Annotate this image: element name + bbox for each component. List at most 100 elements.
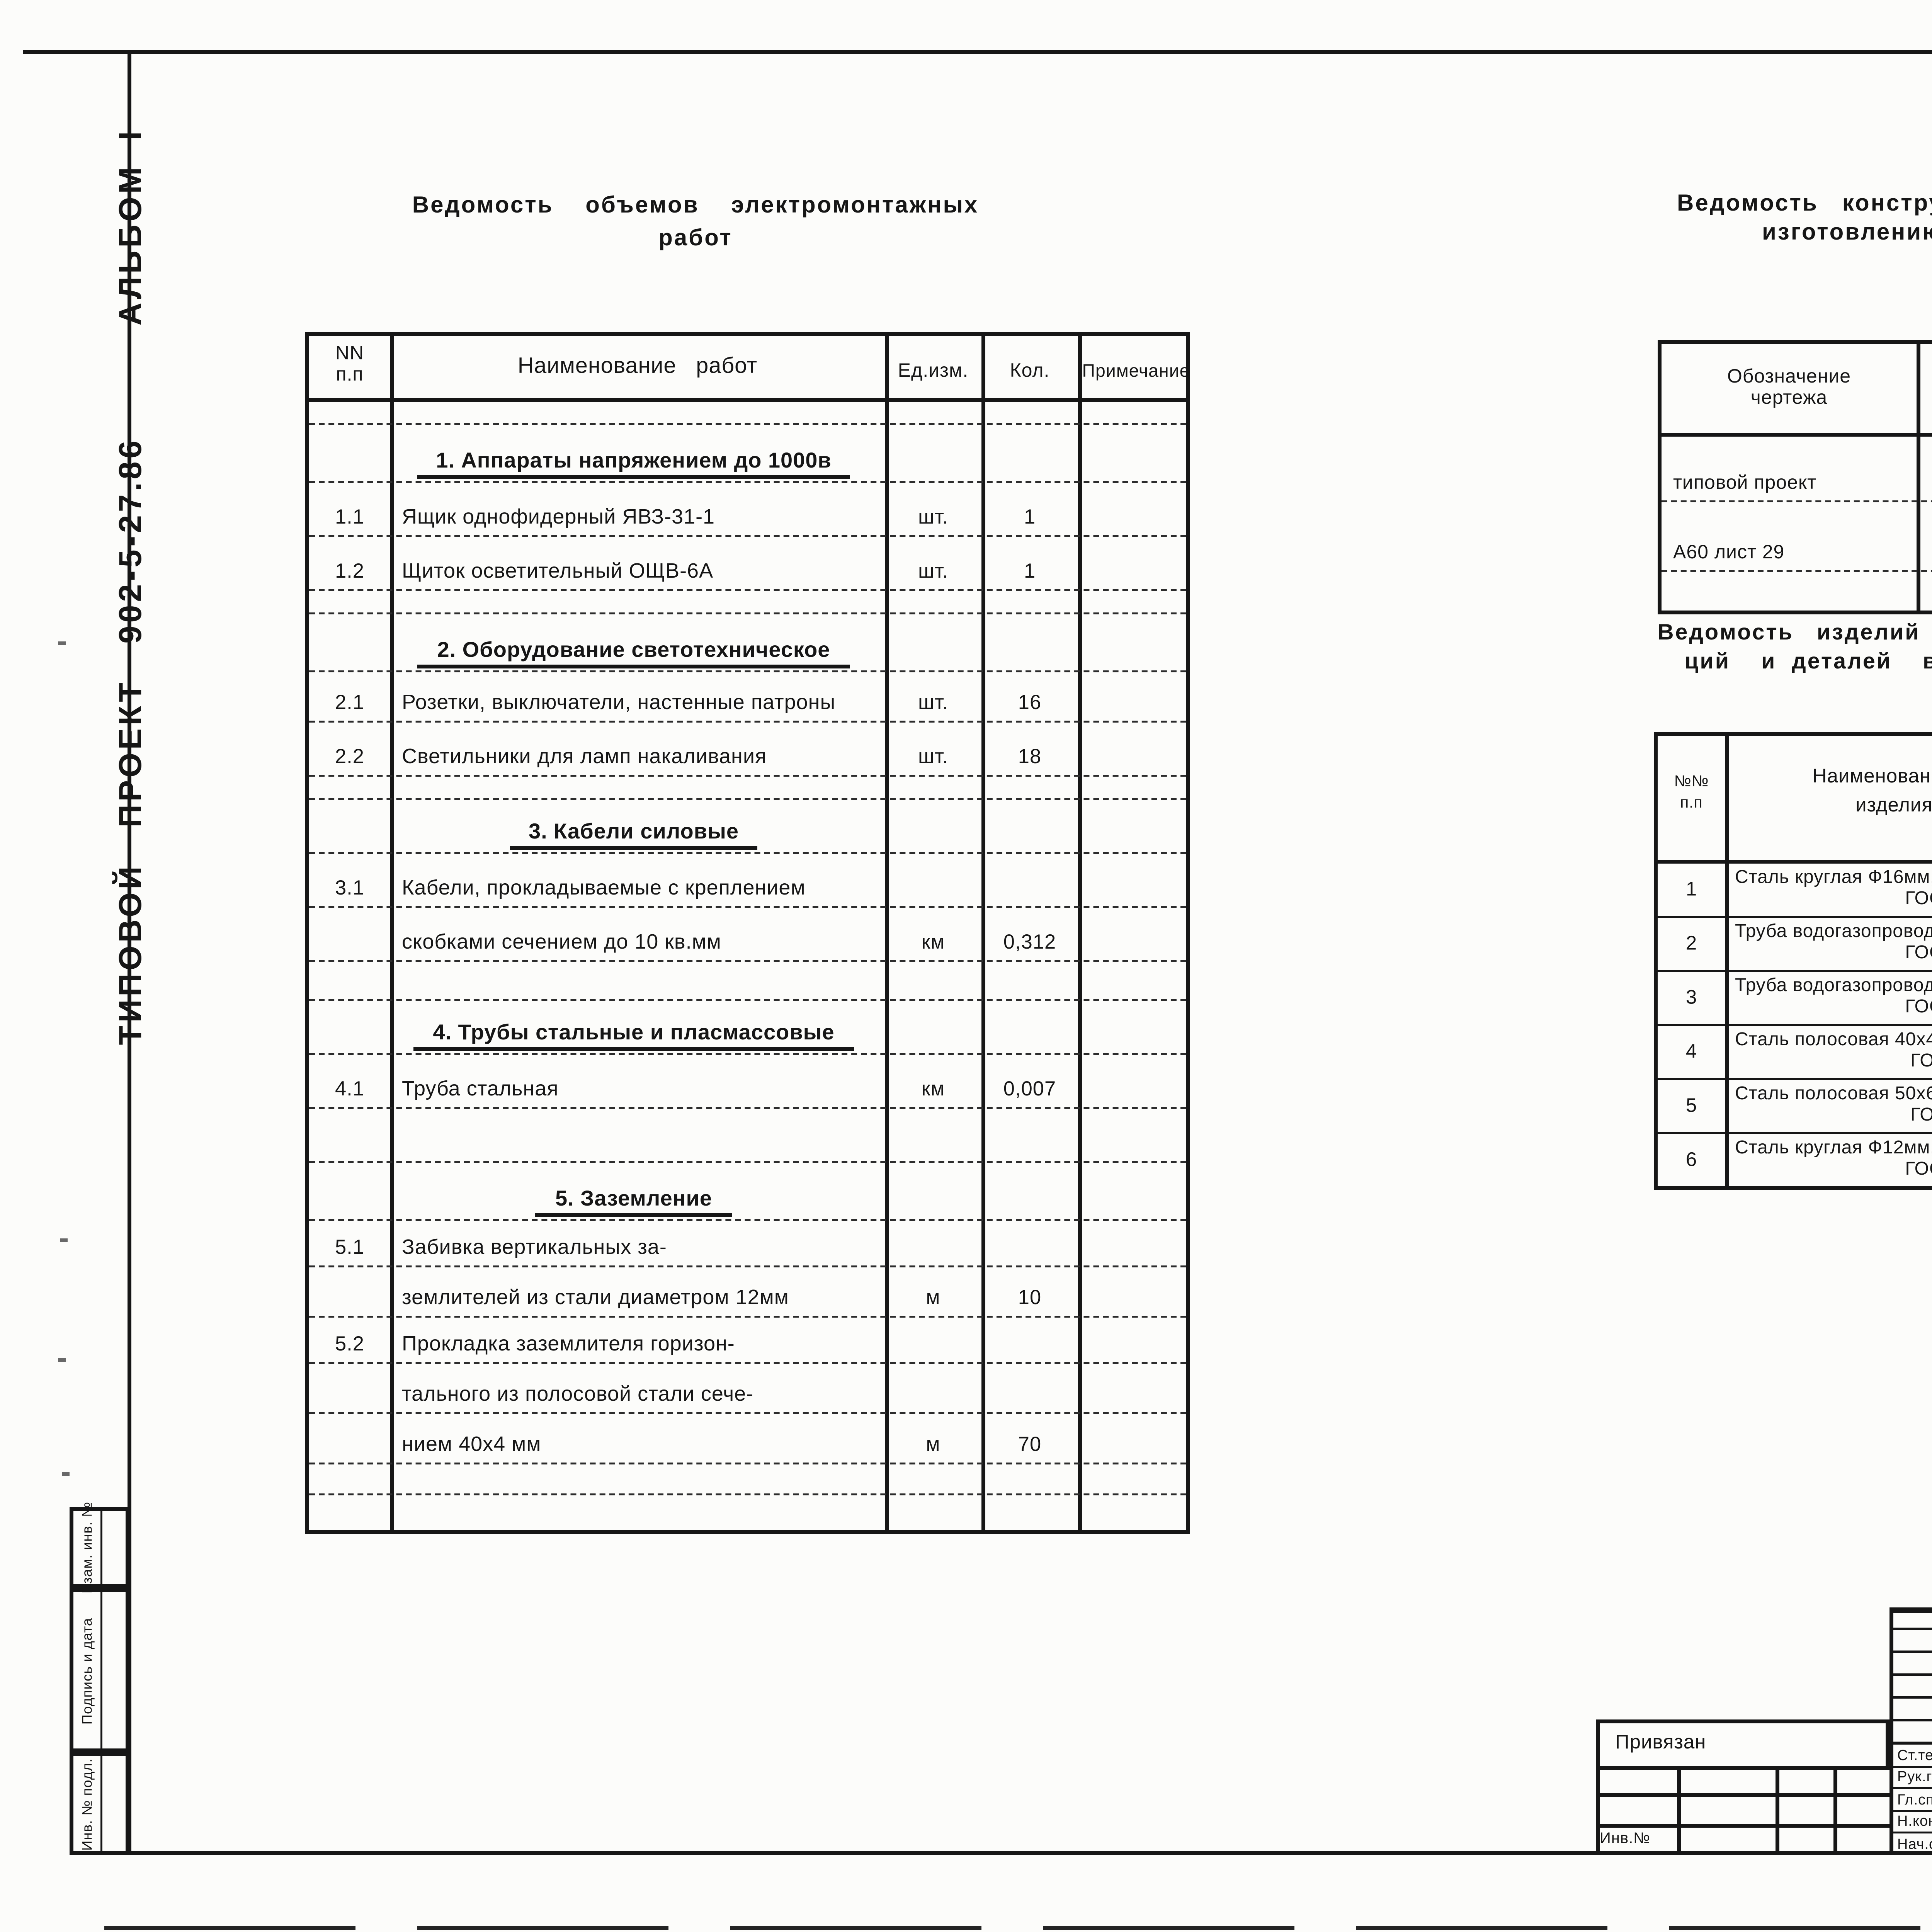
cell-num: 4 [1685,1041,1697,1063]
grid-divider [1677,1770,1680,1855]
cell-num: 5.2 [335,1333,364,1356]
cell-num: 5.1 [335,1236,364,1260]
signature-row: Н.контр.Некрасов [1893,1810,1932,1832]
cell-unit: км [921,1078,945,1101]
cell-name-line1: Труба водогазопроводная Ф50мм, [1735,976,1932,997]
materials-table-title-line1: Ведомость изделий и материалов для изгот… [1658,622,1920,645]
table-header-row: NN п.п Наименование работ Ед.изм. Кол. Пр… [309,336,1190,402]
column-divider [981,336,985,1530]
cell-qty: 18 [1018,746,1042,769]
electrical-works-table: NN п.п Наименование работ Ед.изм. Кол. Пр… [305,332,1190,1534]
cell-name: нием 40х4 мм [402,1434,541,1457]
titleblock-left-border [1889,1607,1893,1855]
cell-name: Забивка вертикальных за- [402,1236,667,1260]
table-row [1662,572,1932,614]
cell-name: тального из полосовой стали сече- [402,1383,754,1406]
cell-gost: ГОСТ 2590-71 [1905,1159,1932,1180]
bottom-fold-dashed-line [104,1926,1932,1930]
cell-name-line1: Сталь полосовая 50х6мм, [1735,1084,1932,1105]
column-divider [885,336,888,1530]
album-project-label: ТИПОВОЙ ПРОЕКТ 902-5-27.86 [114,437,149,1045]
cell-qty: 1 [1024,560,1036,583]
cell-name: землителей из стали диаметром 12мм [402,1287,789,1310]
section-row: 4. Трубы стальные и пласмассовые [309,1001,1186,1055]
cell-num: 3.1 [335,877,364,900]
header-drawing: Обозначение чертежа [1727,367,1851,410]
table-row: А60 лист 29 см2 [1662,502,1932,572]
role-label: Ст.техн. [1897,1745,1932,1763]
empty-row [309,777,1186,800]
cell-unit: шт. [918,746,948,769]
scan-speck [58,641,66,645]
cell-qty: 0,312 [1003,931,1056,954]
cell-num: 1 [1685,879,1697,900]
cell-name: скобками сечением до 10 кв.мм [402,931,721,954]
work-item-row: землителей из стали диаметром 12мм м 10 [309,1267,1186,1318]
table-row: типовой проект Стержневой молниеприемник… [1662,437,1932,502]
role-label: Гл.спец. [1897,1790,1932,1808]
cell-name-line1: Труба водогазопроводная Ф32мм, [1735,922,1932,943]
cell-qty: 10 [1018,1287,1042,1310]
section-title: 4. Трубы стальные и пласмассовые [413,1022,854,1051]
stamp-box-inv-podl: Инв. № подл. [70,1752,129,1855]
empty-row [309,1109,1186,1163]
cell-unit: шт. [918,692,948,715]
signature-rows: Ст.техн.БогомоловРук.гр.БуробинаГл.спец.… [1893,1743,1932,1855]
header-note: Примечание [1082,361,1190,381]
section-title: 5. Заземление [536,1188,732,1217]
column-divider [1917,344,1920,611]
header-num: NN п.п [335,344,364,386]
section-row: 5. Заземление [309,1163,1186,1221]
mez-table-title-line1: Ведомость конструкций и деталей, подлежа… [1677,189,1932,216]
header-num: №№ п.п [1674,773,1709,811]
signature-row: Ст.техн.Богомолов [1893,1743,1932,1765]
cell-name-line1: Сталь круглая Ф16мм, [1735,867,1932,889]
cell-gost: ГОСТ 3262-75 [1905,997,1932,1018]
stamp-label-cell: Взам. инв. № [73,1502,102,1594]
work-item-row: 1.1 Ящик однофидерный ЯВЗ-31-1 шт. 1 [309,483,1186,537]
page-frame [128,50,1932,1855]
section-title: 3. Кабели силовые [509,821,758,850]
column-divider [1078,336,1081,1530]
cell-name-line1: Сталь круглая Ф12мм, [1735,1138,1932,1159]
cell-name-line1: Сталь полосовая 40х4 мм, [1735,1030,1932,1051]
mez-table-title-line2: изготовлению в МЭЗ [1762,218,1932,245]
cell-num: 4.1 [335,1078,364,1101]
empty-row [309,1464,1186,1495]
column-divider [390,336,393,1530]
work-item-row: тального из полосовой стали сече- [309,1364,1186,1414]
section-row: 1. Аппараты напряжением до 1000в [309,425,1186,483]
grid-divider [1596,1793,1889,1796]
role-label: Н.контр. [1897,1813,1932,1830]
work-item-row: 2.2 Светильники для ламп накаливания шт. 18 [309,723,1186,777]
stamp-label: Подпись и дата [78,1617,96,1724]
stamp-label-cell: Подпись и дата [73,1592,102,1748]
section-row: 2. Оборудование светотехническое [309,614,1186,672]
work-item-row: 5.1 Забивка вертикальных за- [309,1221,1186,1267]
header-qty: Кол. [1010,361,1050,383]
section-title: 1. Аппараты напряжением до 1000в [417,450,851,479]
section-title: 2. Оборудование светотехническое [418,639,850,668]
empty-row [309,591,1186,614]
cell-name: Прокладка заземлителя горизон- [402,1333,735,1356]
work-item-row: скобками сечением до 10 кв.мм км 0,312 [309,908,1186,962]
stamp-label: Инв. № подл. [78,1757,96,1850]
cell-unit: шт. [918,506,948,529]
signature-row: Нач.отд.Кулагин [1893,1832,1932,1855]
stamp-box-vzam-inv: Взам. инв. № [70,1502,129,1594]
album-number-label: АЛЬБОМ I [114,128,149,326]
signature-row: Гл.спец.Некрасов [1893,1787,1932,1810]
scan-speck [60,1238,68,1242]
binding-box: Привязан [1596,1719,1889,1770]
cell-name: Труба стальная [402,1078,559,1101]
stamp-label: Взам. инв. № [78,1501,96,1594]
scan-speck [58,1358,66,1362]
column-divider [1725,736,1728,1186]
